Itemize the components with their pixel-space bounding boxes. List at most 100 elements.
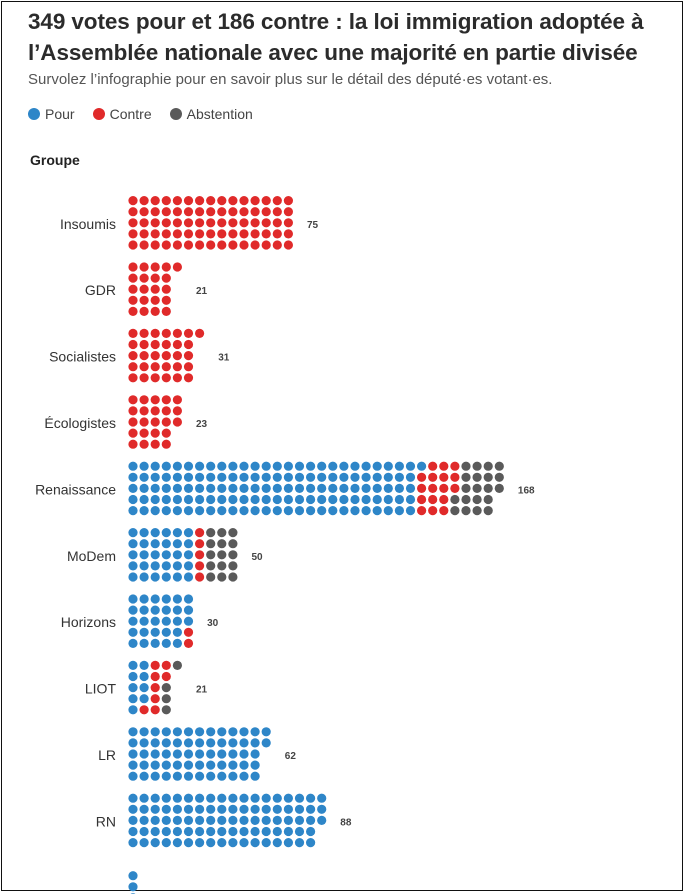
dot-contre[interactable] [228, 218, 238, 228]
dot-pour[interactable] [161, 815, 171, 826]
dot-abstention[interactable] [494, 483, 504, 493]
dot-pour[interactable] [150, 461, 160, 471]
dot-pour[interactable] [361, 472, 371, 482]
dot-pour[interactable] [306, 483, 316, 493]
dot-pour[interactable] [128, 882, 138, 892]
dot-contre[interactable] [283, 218, 293, 228]
dot-contre[interactable] [239, 229, 249, 239]
dot-pour[interactable] [228, 506, 238, 516]
dot-abstention[interactable] [161, 694, 171, 704]
dot-abstention[interactable] [206, 528, 216, 538]
dot-pour[interactable] [383, 483, 393, 493]
dot-contre[interactable] [250, 207, 260, 217]
dot-contre[interactable] [139, 262, 149, 272]
dot-contre[interactable] [172, 395, 182, 405]
dot-contre[interactable] [139, 339, 149, 350]
dot-pour[interactable] [206, 804, 216, 814]
dot-contre[interactable] [150, 417, 160, 427]
dot-pour[interactable] [172, 483, 182, 493]
group-row-gdr[interactable]: GDR 21 [85, 262, 208, 316]
dot-pour[interactable] [183, 760, 194, 770]
dot-pour[interactable] [272, 815, 282, 826]
dot-contre[interactable] [161, 351, 171, 361]
dot-abstention[interactable] [494, 461, 504, 471]
dot-contre[interactable] [150, 218, 160, 228]
dot-pour[interactable] [139, 605, 149, 615]
dot-pour[interactable] [361, 494, 371, 505]
dot-pour[interactable] [250, 738, 260, 748]
dot-contre[interactable] [161, 373, 171, 383]
dot-pour[interactable] [195, 793, 205, 803]
dot-contre[interactable] [417, 483, 427, 493]
dot-pour[interactable] [294, 826, 305, 837]
dot-contre[interactable] [195, 207, 205, 217]
dot-pour[interactable] [405, 483, 416, 493]
dot-pour[interactable] [239, 494, 249, 505]
dot-pour[interactable] [139, 815, 149, 826]
dot-contre[interactable] [161, 439, 171, 449]
dot-pour[interactable] [172, 572, 182, 582]
dot-contre[interactable] [161, 428, 171, 438]
dot-contre[interactable] [228, 229, 238, 239]
dot-pour[interactable] [128, 472, 138, 482]
dot-pour[interactable] [161, 826, 171, 837]
dot-pour[interactable] [239, 760, 249, 770]
dot-contre[interactable] [195, 218, 205, 228]
dot-contre[interactable] [128, 218, 138, 228]
dot-pour[interactable] [195, 461, 205, 471]
dot-pour[interactable] [139, 727, 149, 737]
dot-abstention[interactable] [172, 660, 182, 671]
dot-contre[interactable] [428, 483, 438, 493]
dot-pour[interactable] [261, 506, 271, 516]
dot-contre[interactable] [161, 406, 171, 416]
dot-contre[interactable] [139, 240, 149, 250]
dot-pour[interactable] [283, 461, 293, 471]
dot-pour[interactable] [139, 826, 149, 837]
dot-pour[interactable] [161, 594, 171, 604]
dot-contre[interactable] [450, 472, 460, 482]
dot-contre[interactable] [239, 218, 249, 228]
dot-pour[interactable] [306, 506, 316, 516]
dot-contre[interactable] [228, 207, 238, 217]
dot-pour[interactable] [161, 528, 171, 538]
dot-pour[interactable] [272, 793, 282, 803]
dot-pour[interactable] [139, 760, 149, 770]
group-row-rn[interactable]: RN 88 [96, 793, 352, 848]
dot-contre[interactable] [139, 306, 149, 316]
dot-contre[interactable] [272, 229, 282, 239]
dot-pour[interactable] [206, 472, 216, 482]
dot-pour[interactable] [150, 804, 160, 814]
dot-pour[interactable] [172, 539, 182, 549]
dot-pour[interactable] [172, 494, 182, 505]
dot-contre[interactable] [128, 229, 138, 239]
dot-pour[interactable] [195, 771, 205, 781]
dot-contre[interactable] [195, 240, 205, 250]
dot-contre[interactable] [150, 439, 160, 449]
dot-pour[interactable] [139, 506, 149, 516]
dot-contre[interactable] [172, 406, 182, 416]
dot-contre[interactable] [183, 328, 194, 338]
dot-pour[interactable] [317, 483, 327, 493]
dot-contre[interactable] [228, 240, 238, 250]
dot-contre[interactable] [139, 196, 149, 206]
dot-contre[interactable] [206, 229, 216, 239]
dot-pour[interactable] [383, 461, 393, 471]
dot-pour[interactable] [250, 727, 260, 737]
dot-abstention[interactable] [461, 461, 471, 471]
dot-contre[interactable] [150, 362, 160, 372]
dot-pour[interactable] [383, 472, 393, 482]
dot-abstention[interactable] [483, 506, 493, 516]
dot-pour[interactable] [150, 638, 160, 649]
dot-contre[interactable] [139, 705, 149, 715]
dot-pour[interactable] [239, 461, 249, 471]
dot-contre[interactable] [183, 207, 194, 217]
dot-pour[interactable] [128, 550, 138, 560]
dot-pour[interactable] [139, 683, 149, 693]
dot-pour[interactable] [150, 749, 160, 759]
dot-pour[interactable] [161, 760, 171, 770]
dot-pour[interactable] [139, 528, 149, 538]
group-row-horizons[interactable]: Horizons 30 [61, 594, 219, 649]
dot-pour[interactable] [294, 472, 305, 482]
dot-contre[interactable] [172, 362, 182, 372]
dot-pour[interactable] [217, 727, 227, 737]
